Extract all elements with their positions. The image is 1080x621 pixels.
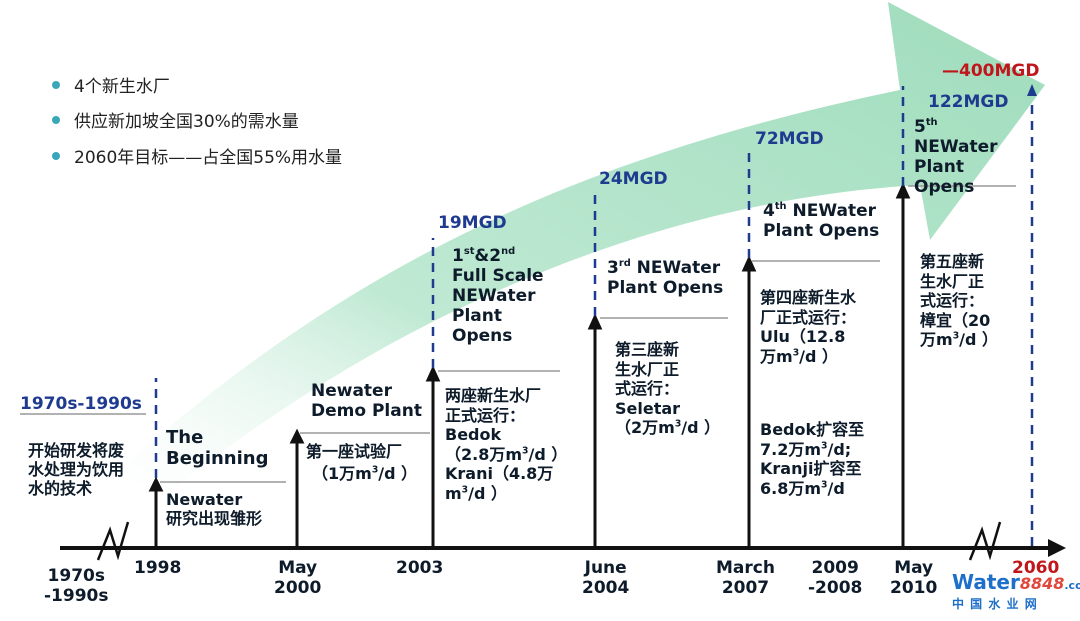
capacity-2004: 24MGD [599,169,668,189]
axis-label-2010: May 2010 [890,558,938,599]
milestone-2010-cn: 第五座新 生水厂正 式运行： 樟宜（20 万m3/d ） [920,252,999,350]
axis-label-2003: 2003 [396,558,444,578]
bar-2007-head [741,255,757,272]
milestone-2010-en: 5th NEWater Plant Opens [914,117,998,198]
axis-label-1998: 1998 [134,558,182,578]
milestone-2004-en: 3rd NEWater Plant Opens [607,258,724,299]
milestone-2000-cn: 第一座试验厂 （1万m3/d ） [306,442,418,483]
bar-2010-head [895,182,911,199]
axis-break-right [968,521,1002,561]
growth-arrow [120,2,1045,500]
axis-label-2004: June 2004 [582,558,630,599]
bar-2000-head [289,428,305,444]
period-text: 开始研发将废 水处理为饮用 水的技术 [28,441,125,498]
axis-label-1970s: 1970s -1990s [44,566,109,607]
bullet-dot [52,81,60,89]
bullet-3: 2060年目标——占全国55%用水量 [52,143,342,168]
milestone-2007-en: 4th NEWater Plant Opens [763,201,880,242]
axis-arrowhead [1048,539,1066,557]
milestone-2009-cn: Bedok扩容至 7.2万m3/d; Kranji扩容至 6.8万m3/d [760,420,865,498]
capacity-2007: 72MGD [755,129,824,149]
bar-2004-head [587,313,603,330]
bar-1998-head [148,476,164,492]
axis-label-2060: 2060 [1012,558,1060,578]
axis-break-left [96,521,130,561]
arrow-2060-head [1027,84,1037,96]
axis-label-2007: March 2007 [716,558,775,599]
milestone-2000-en: Newater Demo Plant [311,381,422,422]
water8848-logo: Water8848.com 中 国 水 业 网 [952,570,1080,611]
milestone-1998-cn: Newater 研究出现雏形 [166,490,263,528]
capacity-2010: 122MGD [928,92,1009,112]
bullet-2: 供应新加坡全国30%的需水量 [52,107,299,132]
milestone-1998-en: The Beginning [166,427,269,470]
axis-label-2009: 2009 -2008 [808,558,863,599]
capacity-2060: —400MGD [942,61,1040,81]
bullet-dot [52,116,60,124]
milestone-2003-cn: 两座新生水厂 正式运行： Bedok （2.8万m3/d ） Krani（4.8… [445,386,568,503]
period-header: 1970s-1990s [20,394,142,414]
milestone-2004-cn: 第三座新 生水厂正 式运行： Seletar （2万m3/d ） [615,340,721,438]
bullet-1: 4个新生水厂 [52,72,170,97]
milestone-2007-cn: 第四座新生水 厂正式运行： Ulu（12.8 万m3/d ） [760,288,857,366]
bullet-dot [52,152,60,160]
capacity-2003: 19MGD [438,213,507,233]
bar-2003-head [425,365,441,382]
axis-label-2000: May 2000 [274,558,322,599]
milestone-2003-en: 1st&2nd Full Scale NEWater Plant Opens [452,246,544,347]
